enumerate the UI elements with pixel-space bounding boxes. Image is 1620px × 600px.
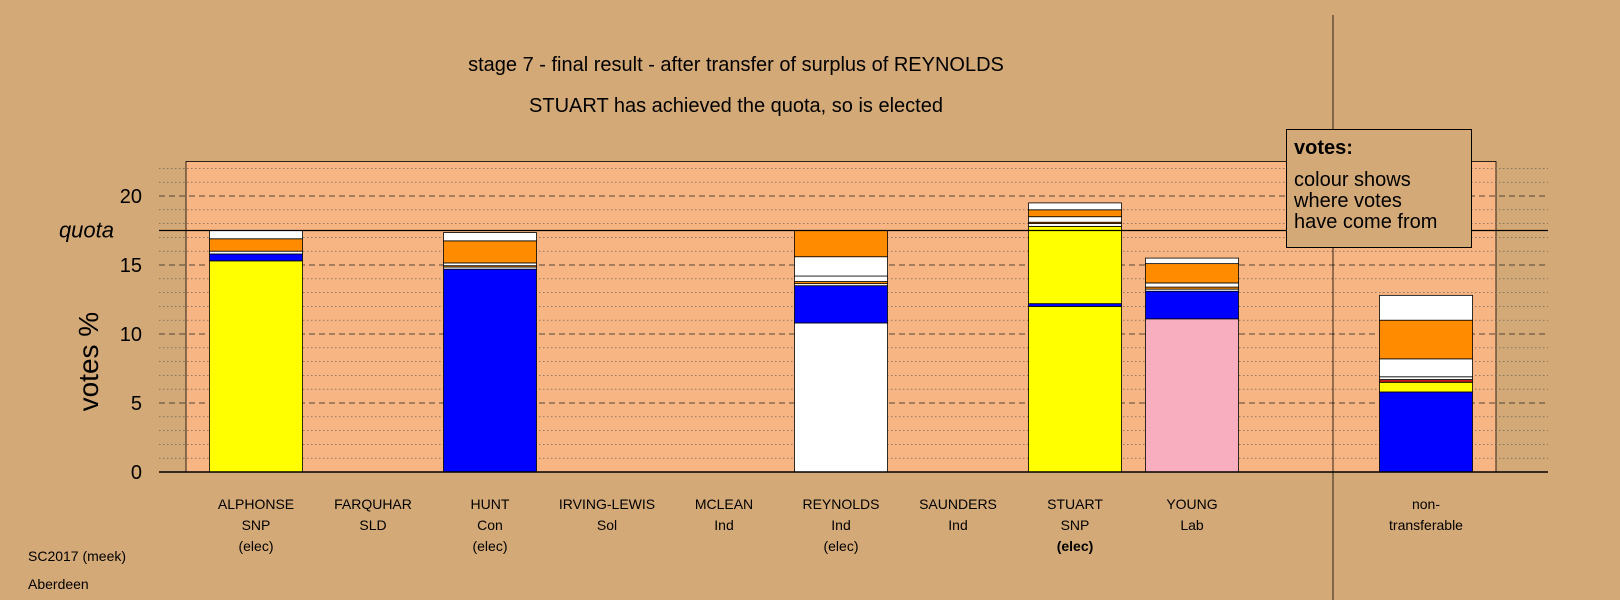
bar-segment-young xyxy=(1145,290,1239,320)
bar-segment-young xyxy=(1145,263,1239,284)
category-status-label: (elec) xyxy=(472,538,507,554)
bar-segment-alphonse xyxy=(209,253,303,262)
category-name-label: STUART xyxy=(1047,496,1103,512)
legend-title: votes: xyxy=(1294,137,1353,159)
chart-subtitle: STUART has achieved the quota, so is ele… xyxy=(529,95,943,117)
legend-line: where votes xyxy=(1294,190,1402,212)
legend-line: have come from xyxy=(1294,211,1438,233)
y-tick-label: 5 xyxy=(131,393,142,415)
category-name-label: ALPHONSE xyxy=(218,496,294,512)
bar-segment-alphonse xyxy=(209,238,303,252)
bar-segment-alphonse xyxy=(209,260,303,473)
category-party-label: Ind xyxy=(948,517,967,533)
legend-line: colour shows xyxy=(1294,169,1411,191)
bar-segment-young xyxy=(1145,318,1239,473)
category-status-label: (elec) xyxy=(1057,538,1094,554)
bar-segment-stuart xyxy=(1028,225,1122,305)
source-label: SC2017 (meek) xyxy=(28,548,127,564)
bar-segment-non xyxy=(1379,319,1473,360)
legend: votes: colour shows where votes have com… xyxy=(1286,129,1472,248)
category-name-label: YOUNG xyxy=(1166,496,1217,512)
bar-segment-hunt xyxy=(443,262,537,267)
category-party-label: Sol xyxy=(597,517,617,533)
bar-segment-stuart xyxy=(1028,305,1122,473)
bar-segment-young xyxy=(1145,257,1239,265)
bar-segment-reynolds xyxy=(794,285,888,324)
bar-segment-stuart xyxy=(1028,216,1122,223)
quota-label: quota xyxy=(59,218,114,243)
category-party-label: SNP xyxy=(1061,517,1090,533)
category-party-label: transferable xyxy=(1389,517,1463,533)
bar-segment-hunt xyxy=(443,240,537,264)
y-axis-label: votes % xyxy=(73,312,104,412)
category-name-label: HUNT xyxy=(471,496,510,512)
category-party-label: Con xyxy=(477,517,503,533)
bar-segment-alphonse xyxy=(209,230,303,240)
bar-segment-stuart xyxy=(1028,202,1122,211)
bar-segment-young xyxy=(1145,282,1239,288)
bar-segment-reynolds xyxy=(794,256,888,277)
bar-segment-non xyxy=(1379,294,1473,321)
y-tick-label: 20 xyxy=(120,186,142,208)
category-name-label: REYNOLDS xyxy=(802,496,879,512)
y-tick-label: 10 xyxy=(120,324,142,346)
bar-segment-alphonse xyxy=(209,250,303,255)
bar-segment-non xyxy=(1379,379,1473,383)
y-tick-label: 0 xyxy=(131,462,142,484)
place-label: Aberdeen xyxy=(28,576,89,592)
bar-segment-reynolds xyxy=(794,322,888,473)
chart-title: stage 7 - final result - after transfer … xyxy=(468,54,1004,76)
bar-segment-hunt xyxy=(443,232,537,242)
bar-segment-stuart xyxy=(1028,209,1122,218)
bar-segment-hunt xyxy=(443,268,537,473)
bar-segment-non xyxy=(1379,381,1473,393)
bar-segment-non xyxy=(1379,358,1473,378)
category-name-label: non- xyxy=(1412,496,1440,512)
bar-segment-reynolds xyxy=(794,230,888,258)
category-party-label: Lab xyxy=(1180,517,1204,533)
category-party-label: SNP xyxy=(242,517,271,533)
category-name-label: MCLEAN xyxy=(695,496,753,512)
category-party-label: Ind xyxy=(831,517,850,533)
bar-segment-non xyxy=(1379,376,1473,380)
category-name-label: IRVING-LEWIS xyxy=(559,496,655,512)
bar-segment-reynolds xyxy=(794,275,888,282)
category-party-label: SLD xyxy=(359,517,386,533)
category-name-label: FARQUHAR xyxy=(334,496,412,512)
category-party-label: Ind xyxy=(714,517,733,533)
y-tick-label: 15 xyxy=(120,255,142,277)
bar-segment-stuart xyxy=(1028,223,1122,227)
category-status-label: (elec) xyxy=(238,538,273,554)
bar-segment-stuart xyxy=(1028,303,1122,307)
category-status-label: (elec) xyxy=(823,538,858,554)
category-name-label: SAUNDERS xyxy=(919,496,997,512)
bar-segment-non xyxy=(1379,391,1473,473)
